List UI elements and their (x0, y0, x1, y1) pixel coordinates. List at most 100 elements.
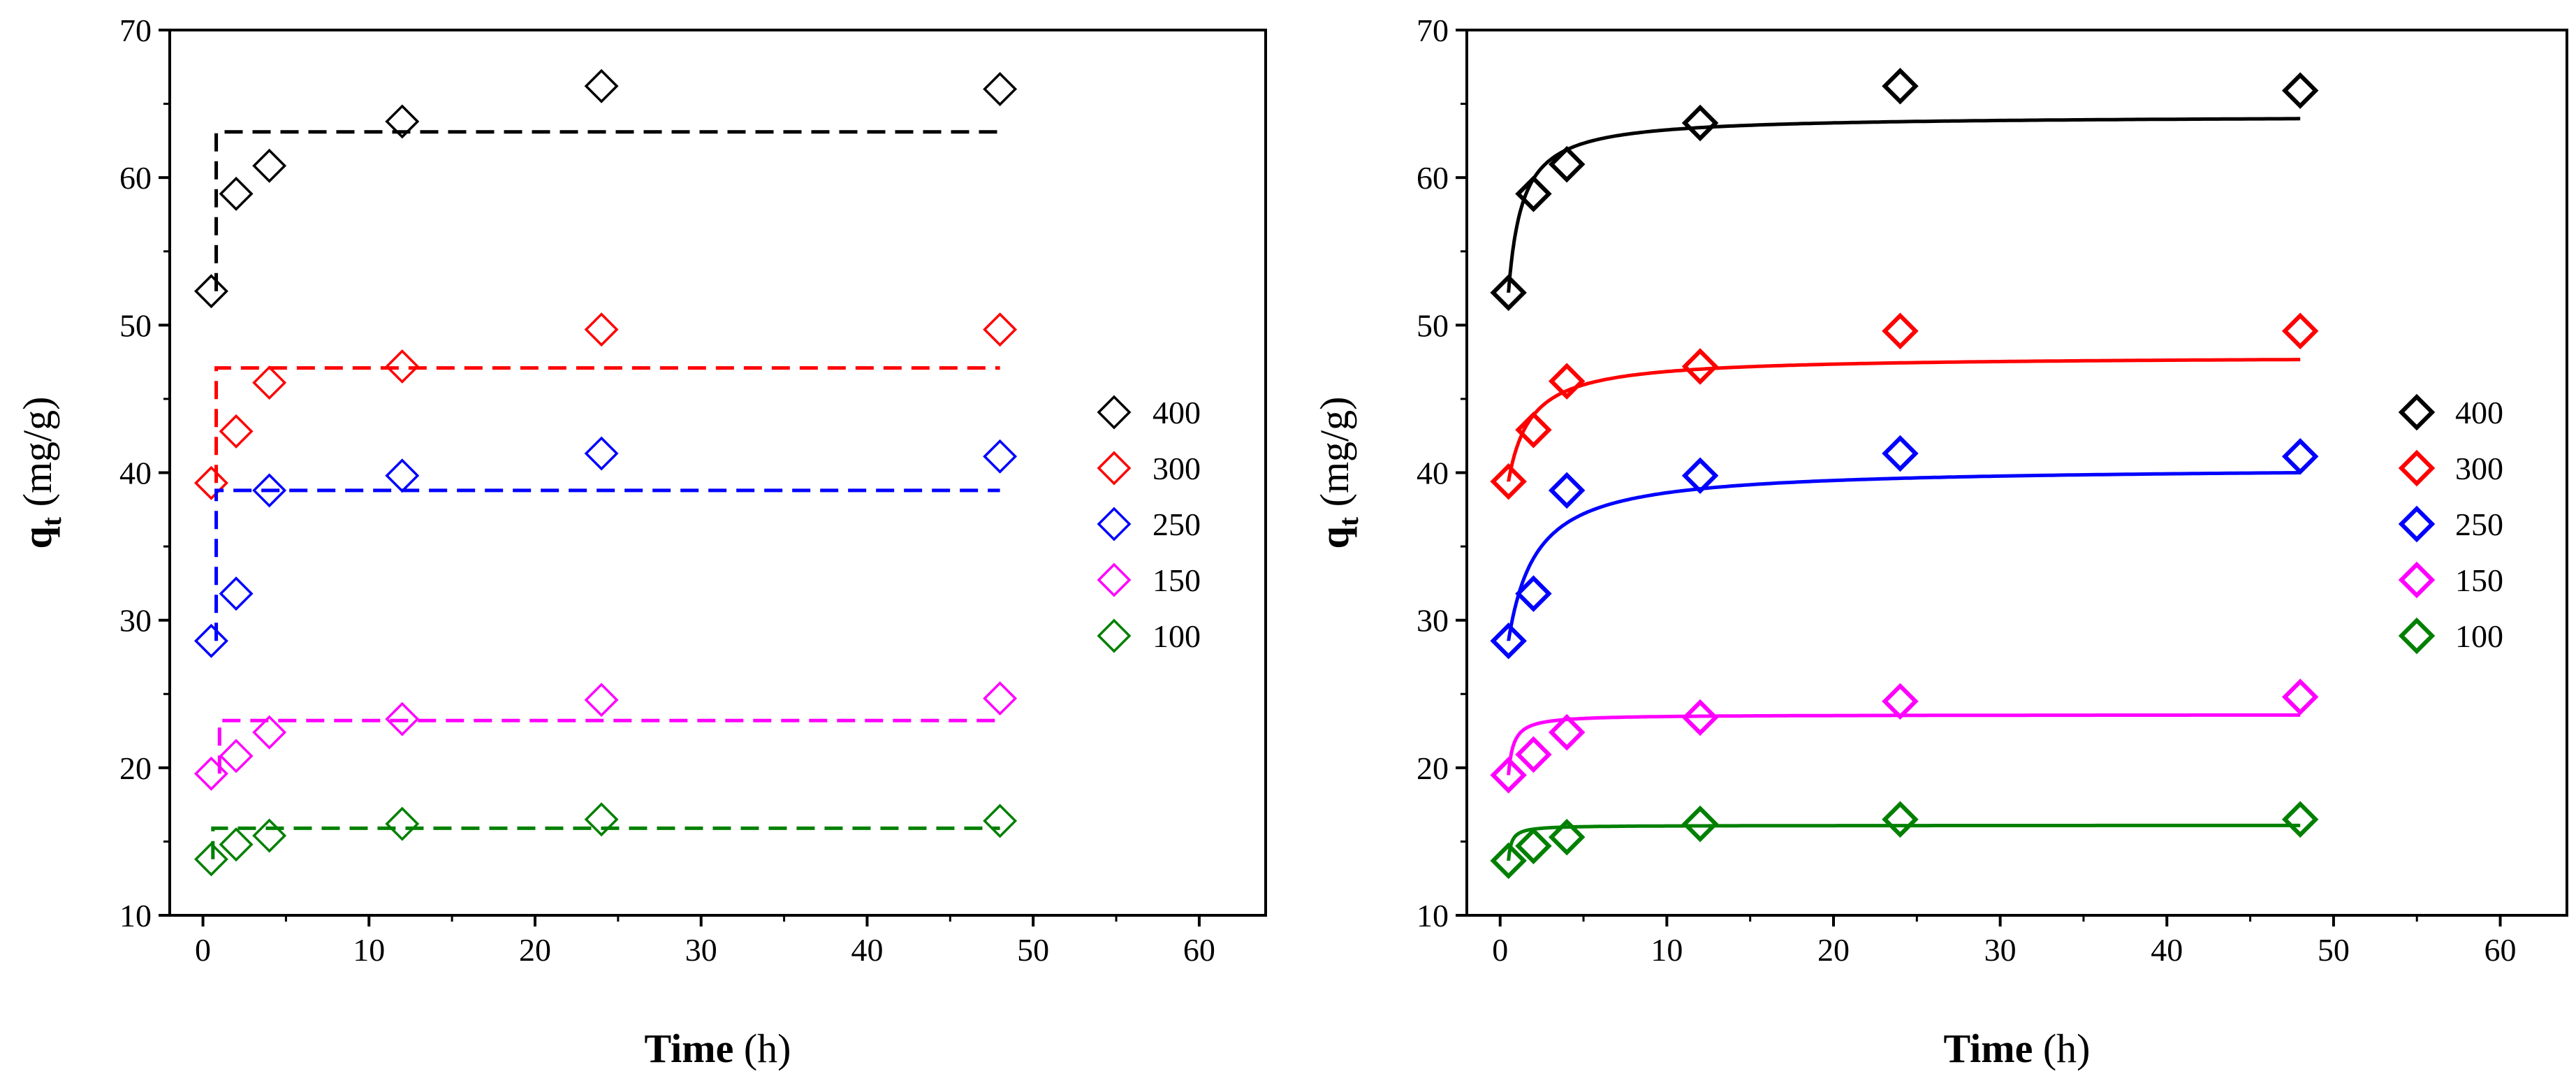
y-tick-label: 50 (119, 307, 152, 343)
data-point-100 (2281, 801, 2319, 838)
data-point-100 (1490, 842, 1527, 880)
data-point-300 (219, 414, 254, 449)
x-tick-label: 20 (519, 932, 551, 968)
legend-marker-100 (2398, 617, 2436, 655)
y-axis-label: q (1312, 526, 1357, 548)
data-point-150 (1515, 736, 1552, 773)
series-400 (1490, 68, 2319, 312)
legend-marker-150 (2398, 561, 2436, 599)
data-point-400 (252, 148, 287, 183)
x-tick-label: 10 (353, 932, 385, 968)
data-point-400 (1515, 175, 1552, 212)
legend-marker-150 (1097, 562, 1132, 597)
x-axis-unit: (h) (2033, 1026, 2090, 1071)
data-point-150 (1548, 713, 1586, 751)
data-point-250 (1548, 472, 1586, 509)
fit-line-250 (1507, 471, 2301, 641)
data-point-100 (252, 818, 287, 853)
series-300 (1490, 312, 2319, 500)
data-point-400 (1681, 104, 1719, 142)
data-point-300 (1548, 363, 1586, 400)
fit-line-400 (1507, 117, 2301, 293)
y-axis-title: qt (mg/g) (15, 397, 67, 549)
data-point-100 (584, 802, 619, 837)
x-tick-label: 0 (1492, 932, 1508, 968)
x-tick-label: 30 (685, 932, 717, 968)
y-axis-title: qt (mg/g) (1312, 397, 1364, 549)
data-point-150 (219, 739, 254, 773)
data-point-400 (584, 68, 619, 103)
y-axis-unit: (mg/g) (15, 397, 60, 517)
data-point-300 (1490, 463, 1527, 500)
chart-panel-left: 0 10 20 30 40 50 60 10 20 30 40 50 60 70 Time (h) qt (m… (15, 13, 1267, 1071)
data-point-250 (385, 458, 420, 493)
data-point-300 (1515, 412, 1552, 449)
data-point-250 (193, 623, 228, 658)
fit-line-100 (211, 826, 1000, 859)
data-point-300 (1681, 348, 1719, 385)
x-tick-label: 40 (851, 932, 883, 968)
legend-marker-300 (2398, 449, 2436, 487)
legend-marker-250 (1097, 507, 1132, 542)
x-tick-label: 0 (195, 932, 211, 968)
legend-label-250: 250 (2455, 507, 2503, 542)
data-point-150 (1681, 699, 1719, 736)
y-tick-label: 60 (1417, 160, 1449, 196)
data-point-100 (1515, 827, 1552, 864)
data-point-100 (983, 804, 1018, 838)
legend-label-150: 150 (2455, 562, 2503, 598)
x-tick-label: 20 (1817, 932, 1850, 968)
y-tick-label: 20 (119, 750, 152, 786)
y-tick-label: 30 (1417, 603, 1449, 639)
data-point-400 (1490, 274, 1527, 312)
series-250 (193, 436, 1018, 658)
legend-marker-100 (1097, 618, 1132, 653)
data-point-400 (219, 176, 254, 211)
data-point-400 (193, 274, 228, 309)
data-point-100 (1681, 805, 1719, 843)
data-point-250 (1515, 575, 1552, 612)
data-point-250 (219, 576, 254, 611)
x-axis-label: Time (1944, 1026, 2033, 1071)
y-tick-label: 10 (119, 898, 152, 933)
data-point-150 (1490, 757, 1527, 794)
plot-frame (168, 29, 1267, 917)
fit-line-100 (1507, 823, 2301, 861)
series-250 (1490, 435, 2319, 660)
data-point-150 (584, 683, 619, 718)
x-tick-label: 50 (2318, 932, 2350, 968)
x-axis-title: Time (h) (645, 1026, 791, 1071)
x-tick-label: 30 (1984, 932, 2017, 968)
y-tick-label: 20 (1417, 750, 1449, 786)
data-point-250 (2281, 438, 2319, 475)
series-100 (1490, 801, 2319, 880)
data-point-250 (584, 436, 619, 471)
series-150 (1490, 678, 2319, 794)
data-point-400 (983, 71, 1018, 106)
series-150 (193, 681, 1018, 791)
data-point-250 (252, 473, 287, 508)
y-tick-label: 10 (1417, 898, 1449, 933)
fit-line-250 (214, 488, 1000, 641)
data-point-300 (193, 465, 228, 500)
data-point-300 (983, 312, 1018, 347)
y-axis-label: q (15, 526, 60, 548)
series-300 (193, 312, 1018, 500)
fit-line-150 (1507, 713, 2301, 776)
fit-line-300 (214, 366, 1000, 484)
legend-label-100: 100 (1152, 618, 1201, 654)
y-tick-label: 40 (1417, 456, 1449, 491)
data-point-150 (252, 715, 287, 750)
data-point-300 (252, 365, 287, 400)
data-point-250 (1882, 435, 1919, 472)
data-point-150 (193, 756, 228, 791)
y-tick-label: 30 (119, 603, 152, 639)
legend-marker-300 (1097, 451, 1132, 486)
chart-panel-right: 0 10 20 30 40 50 60 10 20 30 40 50 60 70 Time (h) qt (m… (1312, 13, 2568, 1071)
data-point-300 (385, 349, 420, 384)
legend-marker-250 (2398, 505, 2436, 543)
y-axis-subscript: t (36, 516, 67, 526)
data-point-100 (385, 806, 420, 841)
x-tick-label: 60 (1183, 932, 1215, 968)
